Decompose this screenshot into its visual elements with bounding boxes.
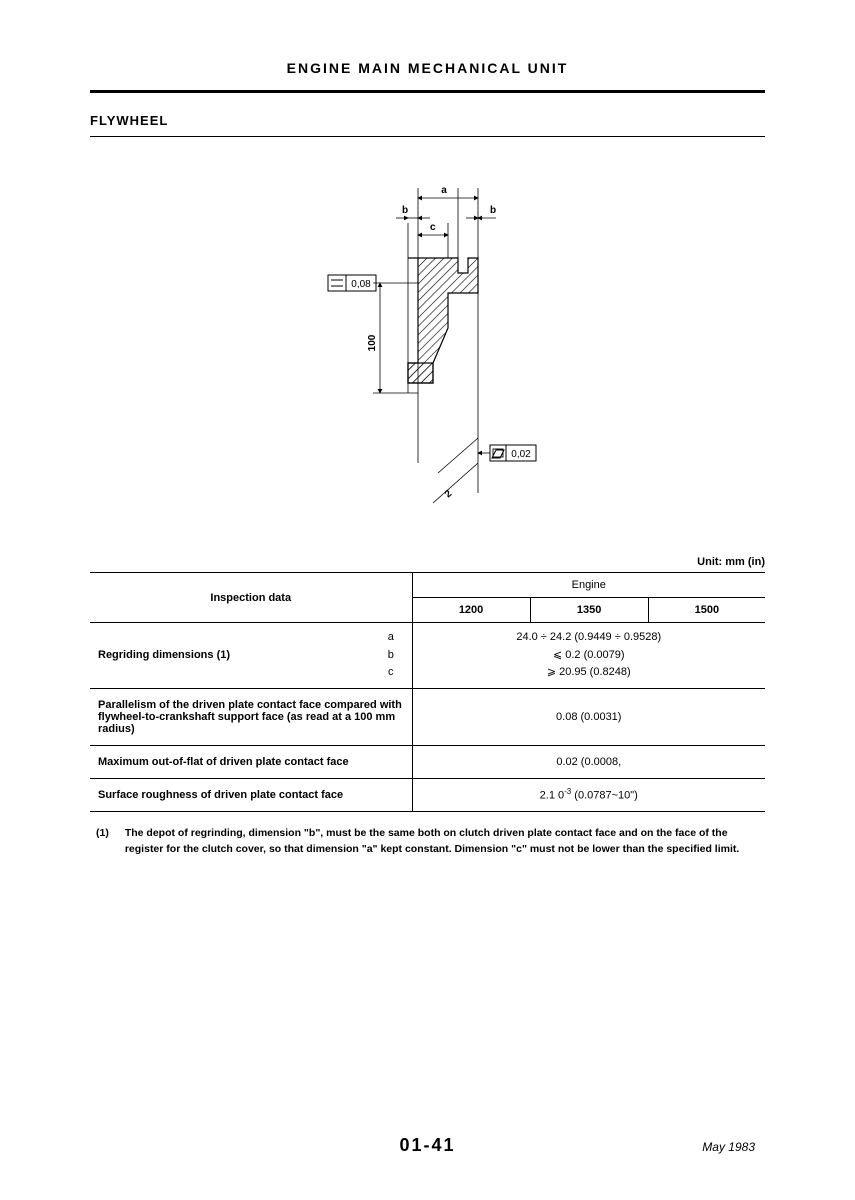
dim-c-label: c	[430, 222, 436, 233]
tol-flat-label: 0,02	[511, 449, 531, 460]
flywheel-diagram: a b b c 100 0,08 2	[318, 163, 538, 523]
row-parallel-label: Parallelism of the driven plate contact …	[90, 688, 412, 745]
val-c: ⩾ 20.95 (0.8248)	[547, 666, 631, 678]
page-date: May 1983	[702, 1140, 755, 1154]
tol-parallel-label: 0,08	[351, 279, 371, 290]
rough-prefix: 2.1 0	[540, 790, 564, 802]
footnote-marker: (1)	[96, 826, 109, 858]
th-engine-2: 1500	[648, 598, 765, 623]
page-root: ENGINE MAIN MECHANICAL UNIT FLYWHEEL	[0, 0, 855, 897]
dim-b-left-label: b	[402, 205, 408, 216]
row-rough-label: Surface roughness of driven plate contac…	[90, 778, 412, 811]
val-b: ⩽ 0.2 (0.0079)	[553, 649, 625, 661]
dim-a: a	[388, 631, 394, 643]
row-regriding-label: Regriding dimensions (1)	[90, 623, 370, 689]
dim-a-label: a	[441, 185, 447, 196]
unit-label: Unit: mm (in)	[90, 556, 765, 568]
dim-b: b	[388, 649, 394, 661]
section-title: FLYWHEEL	[90, 113, 765, 128]
rough-suffix: (0.0787~10")	[571, 790, 638, 802]
row-regriding-dims: a b c	[370, 623, 412, 689]
dim-taper-label: 2	[442, 488, 454, 500]
dim-b-right-label: b	[490, 205, 496, 216]
page-header-title: ENGINE MAIN MECHANICAL UNIT	[90, 60, 765, 76]
row-rough-value: 2.1 0-3 (0.0787~10")	[412, 778, 765, 811]
footnote: (1) The depot of regrinding, dimension "…	[96, 826, 765, 858]
th-engine-1: 1350	[530, 598, 648, 623]
row-flat-value: 0.02 (0.0008,	[412, 745, 765, 778]
dim-c: c	[388, 666, 394, 678]
th-engine-0: 1200	[412, 598, 530, 623]
th-engine: Engine	[412, 573, 765, 598]
row-flat-label: Maximum out-of-flat of driven plate cont…	[90, 745, 412, 778]
val-a: 24.0 ÷ 24.2 (0.9449 ÷ 0.9528)	[516, 631, 661, 643]
th-inspection: Inspection data	[90, 573, 412, 623]
footnote-text: The depot of regrinding, dimension "b", …	[125, 826, 765, 858]
row-regriding-values: 24.0 ÷ 24.2 (0.9449 ÷ 0.9528) ⩽ 0.2 (0.0…	[412, 623, 765, 689]
diagram-container: a b b c 100 0,08 2	[90, 163, 765, 528]
row-parallel-value: 0.08 (0.0031)	[412, 688, 765, 745]
spec-table: Inspection data Engine 1200 1350 1500 Re…	[90, 572, 765, 812]
rule-top	[90, 90, 765, 93]
dim-100-label: 100	[367, 334, 378, 351]
rule-section	[90, 136, 765, 137]
